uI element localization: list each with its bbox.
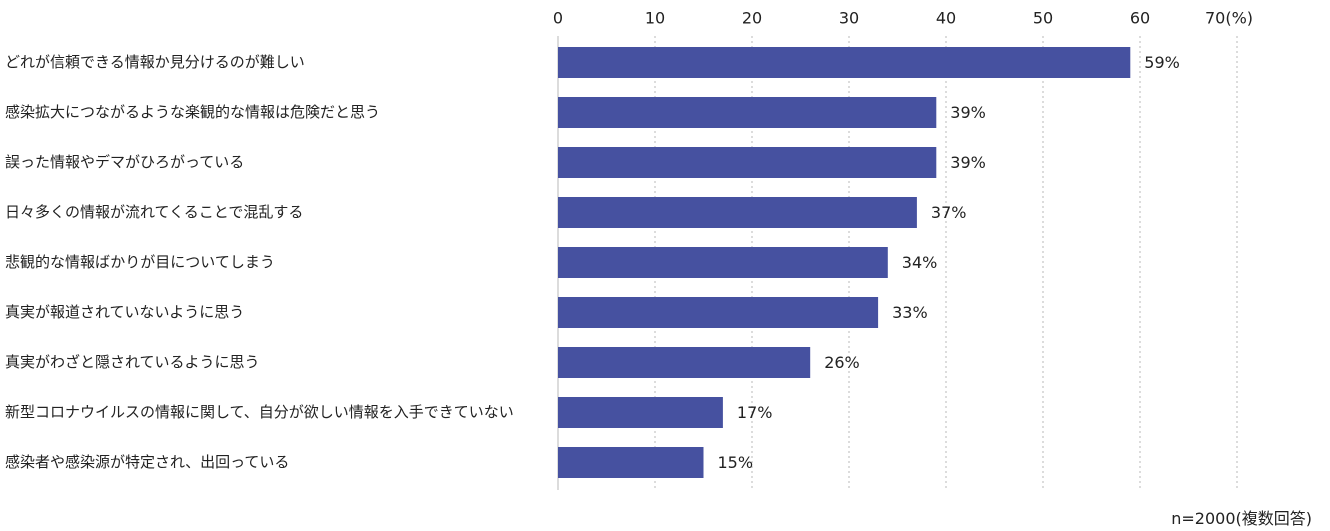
category-label: 感染者や感染源が特定され、出回っている xyxy=(5,453,289,471)
bar xyxy=(558,197,917,228)
bar xyxy=(558,297,879,328)
value-label: 37% xyxy=(931,203,967,222)
category-label: 真実がわざと隠されているように思う xyxy=(5,353,260,371)
bars xyxy=(558,47,1131,478)
bar xyxy=(558,397,723,428)
category-label: 真実が報道されていないように思う xyxy=(5,303,244,321)
category-label: 新型コロナウイルスの情報に関して、自分が欲しい情報を入手できていない xyxy=(5,403,514,421)
category-label: どれが信頼できる情報か見分けるのが難しい xyxy=(5,53,305,71)
category-label: 感染拡大につながるような楽観的な情報は危険だと思う xyxy=(5,103,380,121)
value-labels: 59% 39% 39% 37% 34% 33% 26% 17% 15% xyxy=(718,53,1180,472)
bar xyxy=(558,147,937,178)
bar xyxy=(558,347,811,378)
x-tick-label: 70(%) xyxy=(1205,9,1253,28)
value-label: 33% xyxy=(892,303,928,322)
x-tick-label: 60 xyxy=(1130,9,1150,28)
x-axis-ticks: 0 10 20 30 40 50 60 70(%) xyxy=(553,9,1253,28)
bar xyxy=(558,47,1131,78)
value-label: 34% xyxy=(902,253,938,272)
bar xyxy=(558,447,704,478)
bar xyxy=(558,97,937,128)
value-label: 39% xyxy=(950,103,986,122)
x-tick-label: 30 xyxy=(839,9,859,28)
category-label: 誤った情報やデマがひろがっている xyxy=(5,153,244,171)
value-label: 26% xyxy=(824,353,860,372)
x-tick-label: 0 xyxy=(553,9,563,28)
x-tick-label: 20 xyxy=(742,9,762,28)
x-tick-label: 40 xyxy=(936,9,956,28)
value-label: 39% xyxy=(950,153,986,172)
bar xyxy=(558,247,888,278)
x-tick-label: 10 xyxy=(645,9,665,28)
sample-note: n=2000(複数回答) xyxy=(1171,509,1312,528)
category-label: 日々多くの情報が流れてくることで混乱する xyxy=(5,203,303,221)
x-tick-label: 50 xyxy=(1033,9,1053,28)
category-label: 悲観的な情報ばかりが目についてしまう xyxy=(5,253,275,271)
category-labels: どれが信頼できる情報か見分けるのが難しい感染拡大につながるような楽観的な情報は危… xyxy=(5,53,514,471)
value-label: 59% xyxy=(1144,53,1180,72)
value-label: 17% xyxy=(737,403,773,422)
value-label: 15% xyxy=(718,453,754,472)
